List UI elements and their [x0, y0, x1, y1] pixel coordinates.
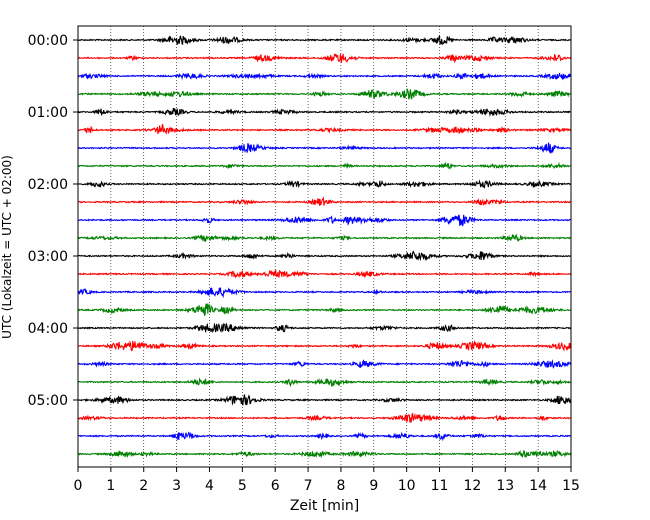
y-tick-label: 02:00 [28, 177, 68, 193]
trace-line [77, 72, 572, 81]
trace-line [77, 269, 572, 279]
x-tick-label: 8 [336, 478, 345, 494]
trace-line [77, 302, 572, 317]
trace-line [77, 449, 572, 459]
x-tick-label: 13 [496, 478, 514, 494]
x-axis: 0 1 2 3 4 5 6 7 8 9 10 11 12 13 14 15 [74, 467, 580, 494]
x-tick-label: 15 [562, 478, 580, 494]
trace-line [77, 377, 572, 388]
x-tick-label: 0 [74, 478, 83, 494]
x-tick-label: 10 [398, 478, 416, 494]
trace-line [77, 431, 572, 442]
x-tick-label: 3 [172, 478, 181, 494]
x-axis-label: Zeit [min] [290, 498, 359, 514]
trace-line [77, 339, 572, 352]
trace-line [77, 412, 572, 423]
trace-line [77, 53, 572, 64]
x-tick-label: 14 [529, 478, 547, 494]
trace-line [77, 196, 572, 206]
x-tick-label: 4 [205, 478, 214, 494]
trace-layer [77, 35, 572, 459]
trace-line [77, 214, 572, 227]
trace-line [77, 87, 572, 100]
trace-line [77, 35, 572, 46]
y-tick-label: 01:00 [28, 105, 68, 121]
x-tick-label: 12 [463, 478, 481, 494]
trace-line [77, 142, 572, 154]
trace-line [77, 161, 572, 170]
x-tick-label: 7 [304, 478, 313, 494]
trace-line [77, 359, 572, 369]
trace-line [77, 123, 572, 135]
trace-line [77, 233, 572, 242]
x-tick-label: 6 [271, 478, 280, 494]
trace-line [77, 107, 572, 118]
trace-line [77, 179, 572, 189]
y-tick-label: 00:00 [28, 33, 68, 49]
y-axis: 00:00 01:00 02:00 03:00 04:00 05:00 [28, 33, 78, 409]
x-tick-label: 5 [238, 478, 247, 494]
x-tick-label: 1 [106, 478, 115, 494]
x-tick-label: 9 [369, 478, 378, 494]
trace-line [77, 287, 572, 299]
trace-line [77, 250, 572, 262]
trace-line [77, 394, 572, 406]
x-tick-label: 11 [431, 478, 449, 494]
y-tick-label: 04:00 [28, 321, 68, 337]
plot-frame [77, 25, 572, 468]
y-tick-label: 03:00 [28, 249, 68, 265]
trace-line [77, 322, 572, 334]
x-tick-label: 2 [139, 478, 148, 494]
y-tick-label: 05:00 [28, 393, 68, 409]
y-axis-label: UTC (Lokalzeit = UTC + 02:00) [0, 155, 14, 339]
